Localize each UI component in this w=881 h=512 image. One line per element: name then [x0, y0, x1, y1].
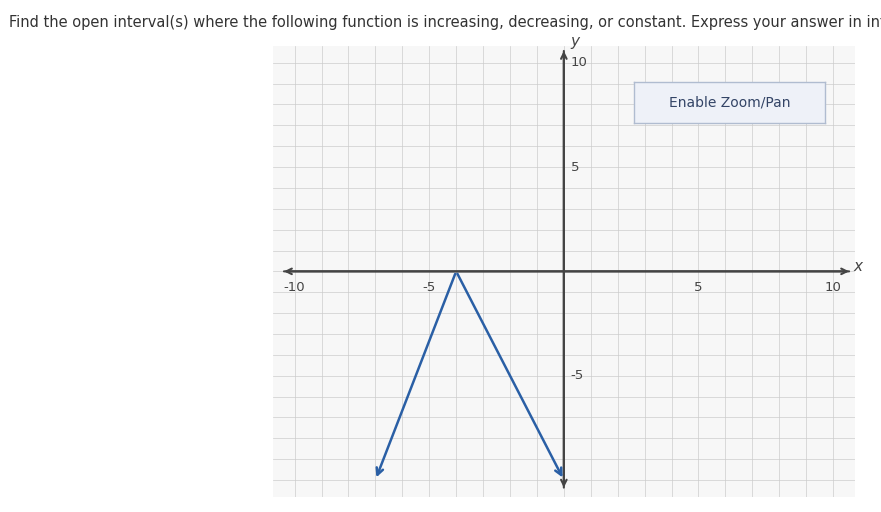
- Text: y: y: [571, 34, 580, 49]
- Text: -5: -5: [423, 281, 436, 294]
- Text: x: x: [853, 259, 862, 273]
- Text: 10: 10: [571, 56, 588, 69]
- Text: 5: 5: [571, 161, 579, 174]
- Text: Enable Zoom/Pan: Enable Zoom/Pan: [669, 95, 790, 110]
- Text: 10: 10: [825, 281, 841, 294]
- Text: 5: 5: [694, 281, 703, 294]
- Text: -5: -5: [571, 369, 584, 382]
- Text: Find the open interval(s) where the following function is increasing, decreasing: Find the open interval(s) where the foll…: [9, 15, 881, 30]
- Text: -10: -10: [284, 281, 306, 294]
